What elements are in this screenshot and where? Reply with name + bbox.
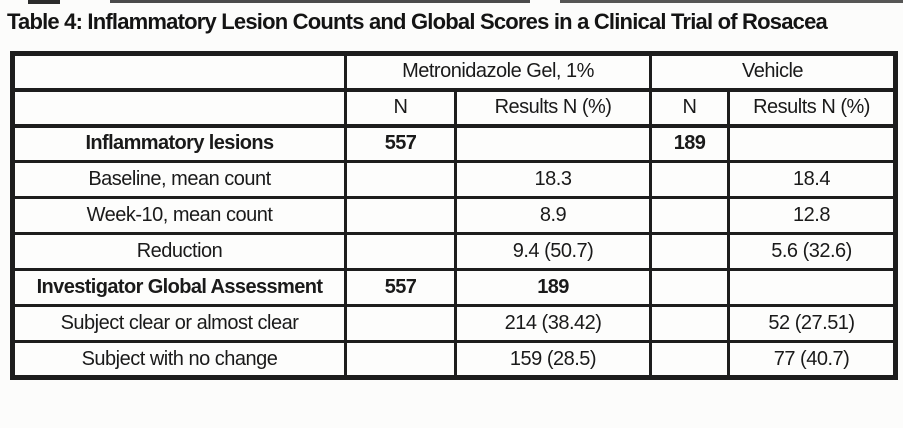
- row-label: Subject clear or almost clear: [11, 304, 347, 343]
- column-header-row: N Results N (%) N Results N (%): [11, 88, 898, 128]
- cell: [649, 268, 731, 307]
- row-label: Subject with no change: [11, 340, 347, 379]
- cell: [649, 196, 731, 235]
- cell: 18.3: [453, 160, 653, 199]
- scan-artifact: [110, 0, 530, 3]
- cell: [344, 340, 457, 379]
- group-header-metronidazole: Metronidazole Gel, 1%: [343, 52, 653, 92]
- row-label: Reduction: [11, 232, 347, 271]
- cell: [649, 340, 731, 379]
- table-row: Subject clear or almost clear 214 (38.42…: [11, 304, 898, 343]
- row-label: Inflammatory lesions: [11, 124, 347, 163]
- cell: [649, 160, 731, 199]
- cell: [649, 232, 731, 271]
- empty-corner-cell: [11, 52, 347, 92]
- cell: 189: [453, 268, 653, 307]
- row-label: Investigator Global Assessment: [11, 268, 347, 307]
- cell: 189: [649, 124, 731, 163]
- column-header-results: Results N (%): [727, 88, 898, 128]
- clinical-trial-results-table: Metronidazole Gel, 1% Vehicle N Results …: [10, 51, 899, 380]
- cell: [344, 304, 457, 343]
- cell: [727, 124, 898, 163]
- table-title: Table 4: Inflammatory Lesion Counts and …: [7, 9, 828, 34]
- table-row: Reduction 9.4 (50.7) 5.6 (32.6): [11, 232, 898, 271]
- cell: 159 (28.5): [453, 340, 653, 379]
- table-row: Baseline, mean count 18.3 18.4: [11, 160, 898, 199]
- cell: [453, 124, 653, 163]
- table-row: Week-10, mean count 8.9 12.8: [11, 196, 898, 235]
- cell: 9.4 (50.7): [453, 232, 653, 271]
- treatment-group-header-row: Metronidazole Gel, 1% Vehicle: [11, 52, 898, 92]
- cell: 52 (27.51): [727, 304, 898, 343]
- cell: 77 (40.7): [727, 340, 898, 379]
- column-header-n: N: [649, 88, 731, 128]
- cell: [344, 232, 457, 271]
- cell: 5.6 (32.6): [727, 232, 898, 271]
- cell: 557: [344, 268, 457, 307]
- group-header-vehicle: Vehicle: [649, 52, 898, 92]
- table-row: Investigator Global Assessment 557 189: [11, 268, 898, 307]
- table-row: Subject with no change 159 (28.5) 77 (40…: [11, 340, 898, 379]
- cell: [344, 160, 457, 199]
- cell: 557: [344, 124, 457, 163]
- scan-artifact: [28, 0, 60, 4]
- cell: 18.4: [727, 160, 898, 199]
- row-label: Week-10, mean count: [11, 196, 347, 235]
- cell: [344, 196, 457, 235]
- column-header-results: Results N (%): [453, 88, 653, 128]
- scan-artifact: [560, 0, 903, 3]
- cell: [727, 268, 898, 307]
- cell: 8.9: [453, 196, 653, 235]
- cell: 12.8: [727, 196, 898, 235]
- table-row: Inflammatory lesions 557 189: [11, 124, 898, 163]
- empty-corner-cell: [11, 88, 347, 128]
- cell: 214 (38.42): [453, 304, 653, 343]
- cell: [649, 304, 731, 343]
- column-header-n: N: [344, 88, 457, 128]
- row-label: Baseline, mean count: [11, 160, 347, 199]
